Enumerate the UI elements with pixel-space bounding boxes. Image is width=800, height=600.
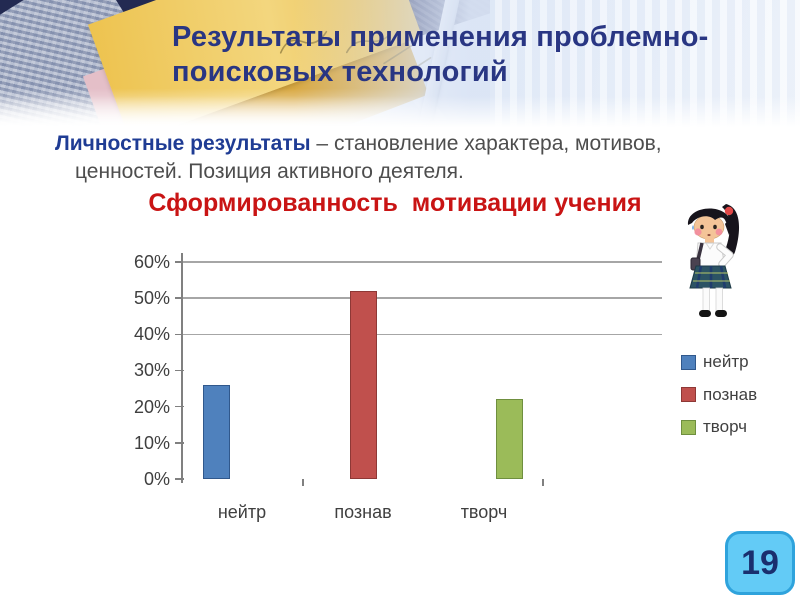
legend-label: познав — [703, 384, 758, 404]
y-axis-label: 20% — [133, 396, 170, 417]
y-axis-tick — [175, 261, 184, 263]
legend-item: познав — [681, 385, 757, 405]
y-axis-tick — [175, 297, 184, 299]
gridline — [182, 297, 662, 299]
y-axis-label: 40% — [133, 324, 170, 345]
y-axis-tick — [175, 442, 184, 444]
y-axis-tick — [175, 333, 184, 336]
x-axis-label: познав — [334, 502, 392, 522]
x-axis-tick — [542, 479, 544, 486]
x-axis-label: нейтр — [217, 502, 267, 522]
legend-label: нейтр — [703, 352, 749, 371]
header-banner — [0, 0, 800, 130]
page-number: 19 — [741, 543, 779, 582]
legend-item: нейтр — [681, 352, 749, 372]
y-axis-label: 10% — [133, 432, 170, 453]
chart-bar — [496, 399, 523, 479]
y-axis-label: 60% — [133, 251, 170, 272]
slide-title: Результаты применения проблемно- поисков… — [172, 21, 709, 88]
y-axis-label: 30% — [133, 360, 170, 381]
page-number-badge: 19 — [725, 531, 795, 595]
bar-chart: 0% 10% 20% 30% 40% 50% 60% нейтр познав творч нейт… — [120, 248, 800, 548]
legend-item: творч — [681, 417, 747, 437]
y-axis-tick — [175, 478, 184, 480]
body-text: – становление характера, мотивов, ценнос… — [75, 132, 662, 183]
chart-bar — [202, 384, 230, 479]
gridline — [182, 333, 662, 336]
y-axis-label: 0% — [143, 469, 170, 489]
body-paragraph: Личностные результаты – становление хара… — [55, 130, 775, 186]
x-axis-tick — [302, 479, 304, 486]
gridline — [182, 261, 662, 263]
body-emphasis: Личностные результаты — [55, 132, 311, 155]
y-axis-label: 50% — [133, 288, 170, 309]
x-axis-label: творч — [460, 502, 508, 522]
legend-swatch — [681, 354, 696, 370]
y-axis-tick — [175, 405, 184, 408]
y-axis-line — [181, 253, 183, 483]
y-axis-tick — [175, 369, 184, 372]
chart-heading: Сформированность мотивации учения — [148, 189, 642, 217]
schoolgirl-illustration — [687, 204, 740, 317]
legend-swatch — [681, 419, 696, 435]
legend-label: творч — [703, 417, 748, 436]
legend-swatch — [681, 387, 696, 402]
chart-bar — [350, 290, 377, 479]
